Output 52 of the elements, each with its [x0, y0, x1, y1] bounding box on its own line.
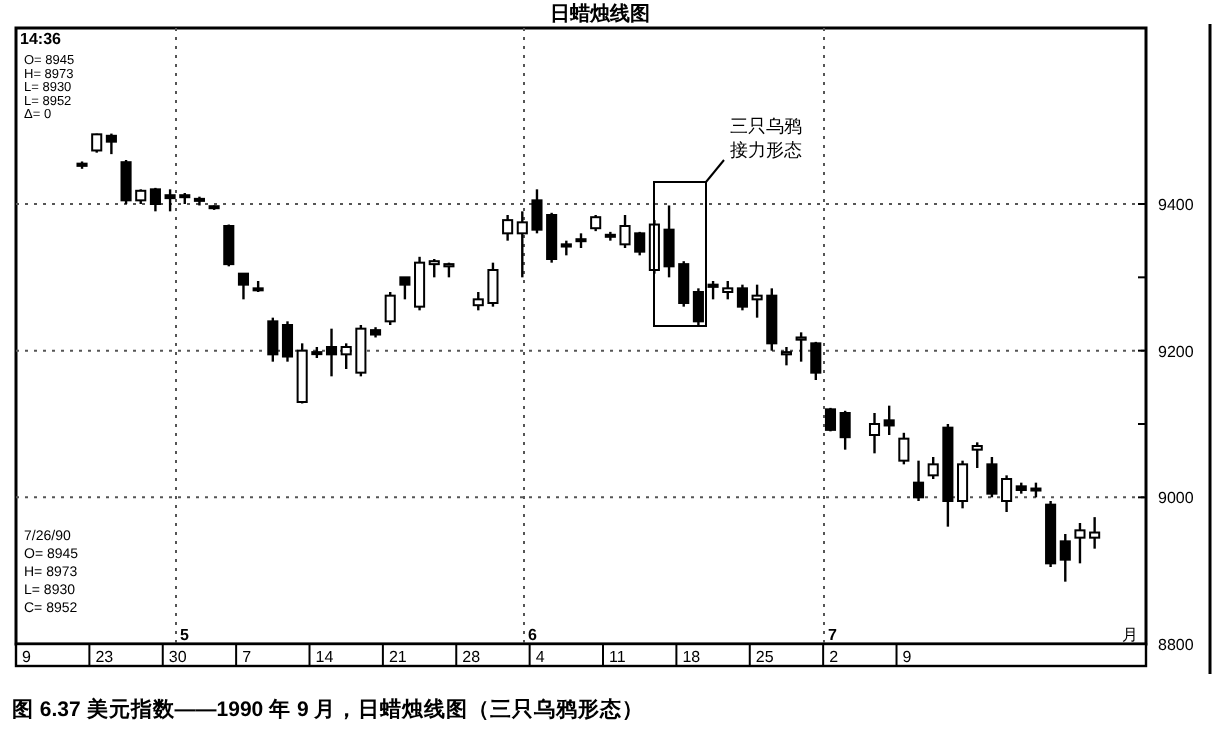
x-tick-label: 9: [22, 648, 32, 666]
x-tick-label: 25: [755, 648, 775, 666]
x-tick-label: 14: [315, 648, 335, 666]
candlestick: [912, 459, 925, 503]
candlestick: [780, 345, 792, 367]
x-tick-label: 7: [242, 648, 253, 666]
chart-title: 日蜡烛线图: [550, 2, 650, 26]
candlestick: [839, 409, 851, 451]
candlestick: [736, 283, 748, 312]
candlestick: [1001, 474, 1013, 514]
candlestick: [795, 331, 807, 363]
annotation: 14:36: [20, 30, 63, 48]
candlestick: [971, 441, 983, 470]
candlestick: [868, 411, 881, 455]
x-tick-label: 21: [388, 648, 408, 666]
candlestick: [957, 459, 969, 510]
x-tick-label: 4: [535, 648, 546, 666]
candlestick: [237, 272, 250, 301]
candlestick: [883, 404, 895, 437]
candlestick: [414, 255, 426, 312]
x-tick-label: 11: [609, 648, 627, 666]
candlestick: [898, 431, 910, 466]
caption: 图 6.37 美元指数——1990 年 9 月，日蜡烛线图（三只乌鸦形态）: [12, 696, 645, 722]
candlestick: [1059, 532, 1071, 583]
annotation: 5: [180, 626, 190, 644]
candlestick: [91, 132, 103, 154]
x-tick-label: 2: [829, 648, 840, 666]
annotation: 接力形态: [730, 140, 802, 160]
candlestick: [267, 316, 279, 363]
x-tick-label: 28: [462, 648, 482, 666]
y-tick-label: 9400: [1158, 196, 1195, 214]
annotation: 6: [528, 626, 538, 644]
x-tick-label: 9: [902, 648, 913, 666]
y-tick-label: 9200: [1158, 342, 1195, 361]
candlestick: [325, 327, 338, 378]
annotation: 7: [828, 626, 838, 644]
candlestick: [399, 276, 411, 301]
x-tick-label: 23: [95, 648, 115, 666]
candlestick: [986, 455, 998, 499]
x-axis-title: 月: [1122, 626, 1138, 644]
x-tick-label: 18: [682, 648, 702, 666]
candlestick: [692, 287, 704, 327]
candlestick: [223, 223, 235, 268]
candlestick: [105, 132, 117, 156]
y-tick-label: 8800: [1158, 636, 1195, 654]
candlestick: [384, 290, 396, 327]
x-tick-label: 30: [168, 648, 188, 666]
annotation: 三只乌鸦: [730, 116, 802, 136]
y-tick-label: 9000: [1158, 489, 1195, 508]
candlestick: [281, 320, 294, 363]
candlestick: [810, 340, 822, 382]
candlestick: [502, 213, 514, 242]
